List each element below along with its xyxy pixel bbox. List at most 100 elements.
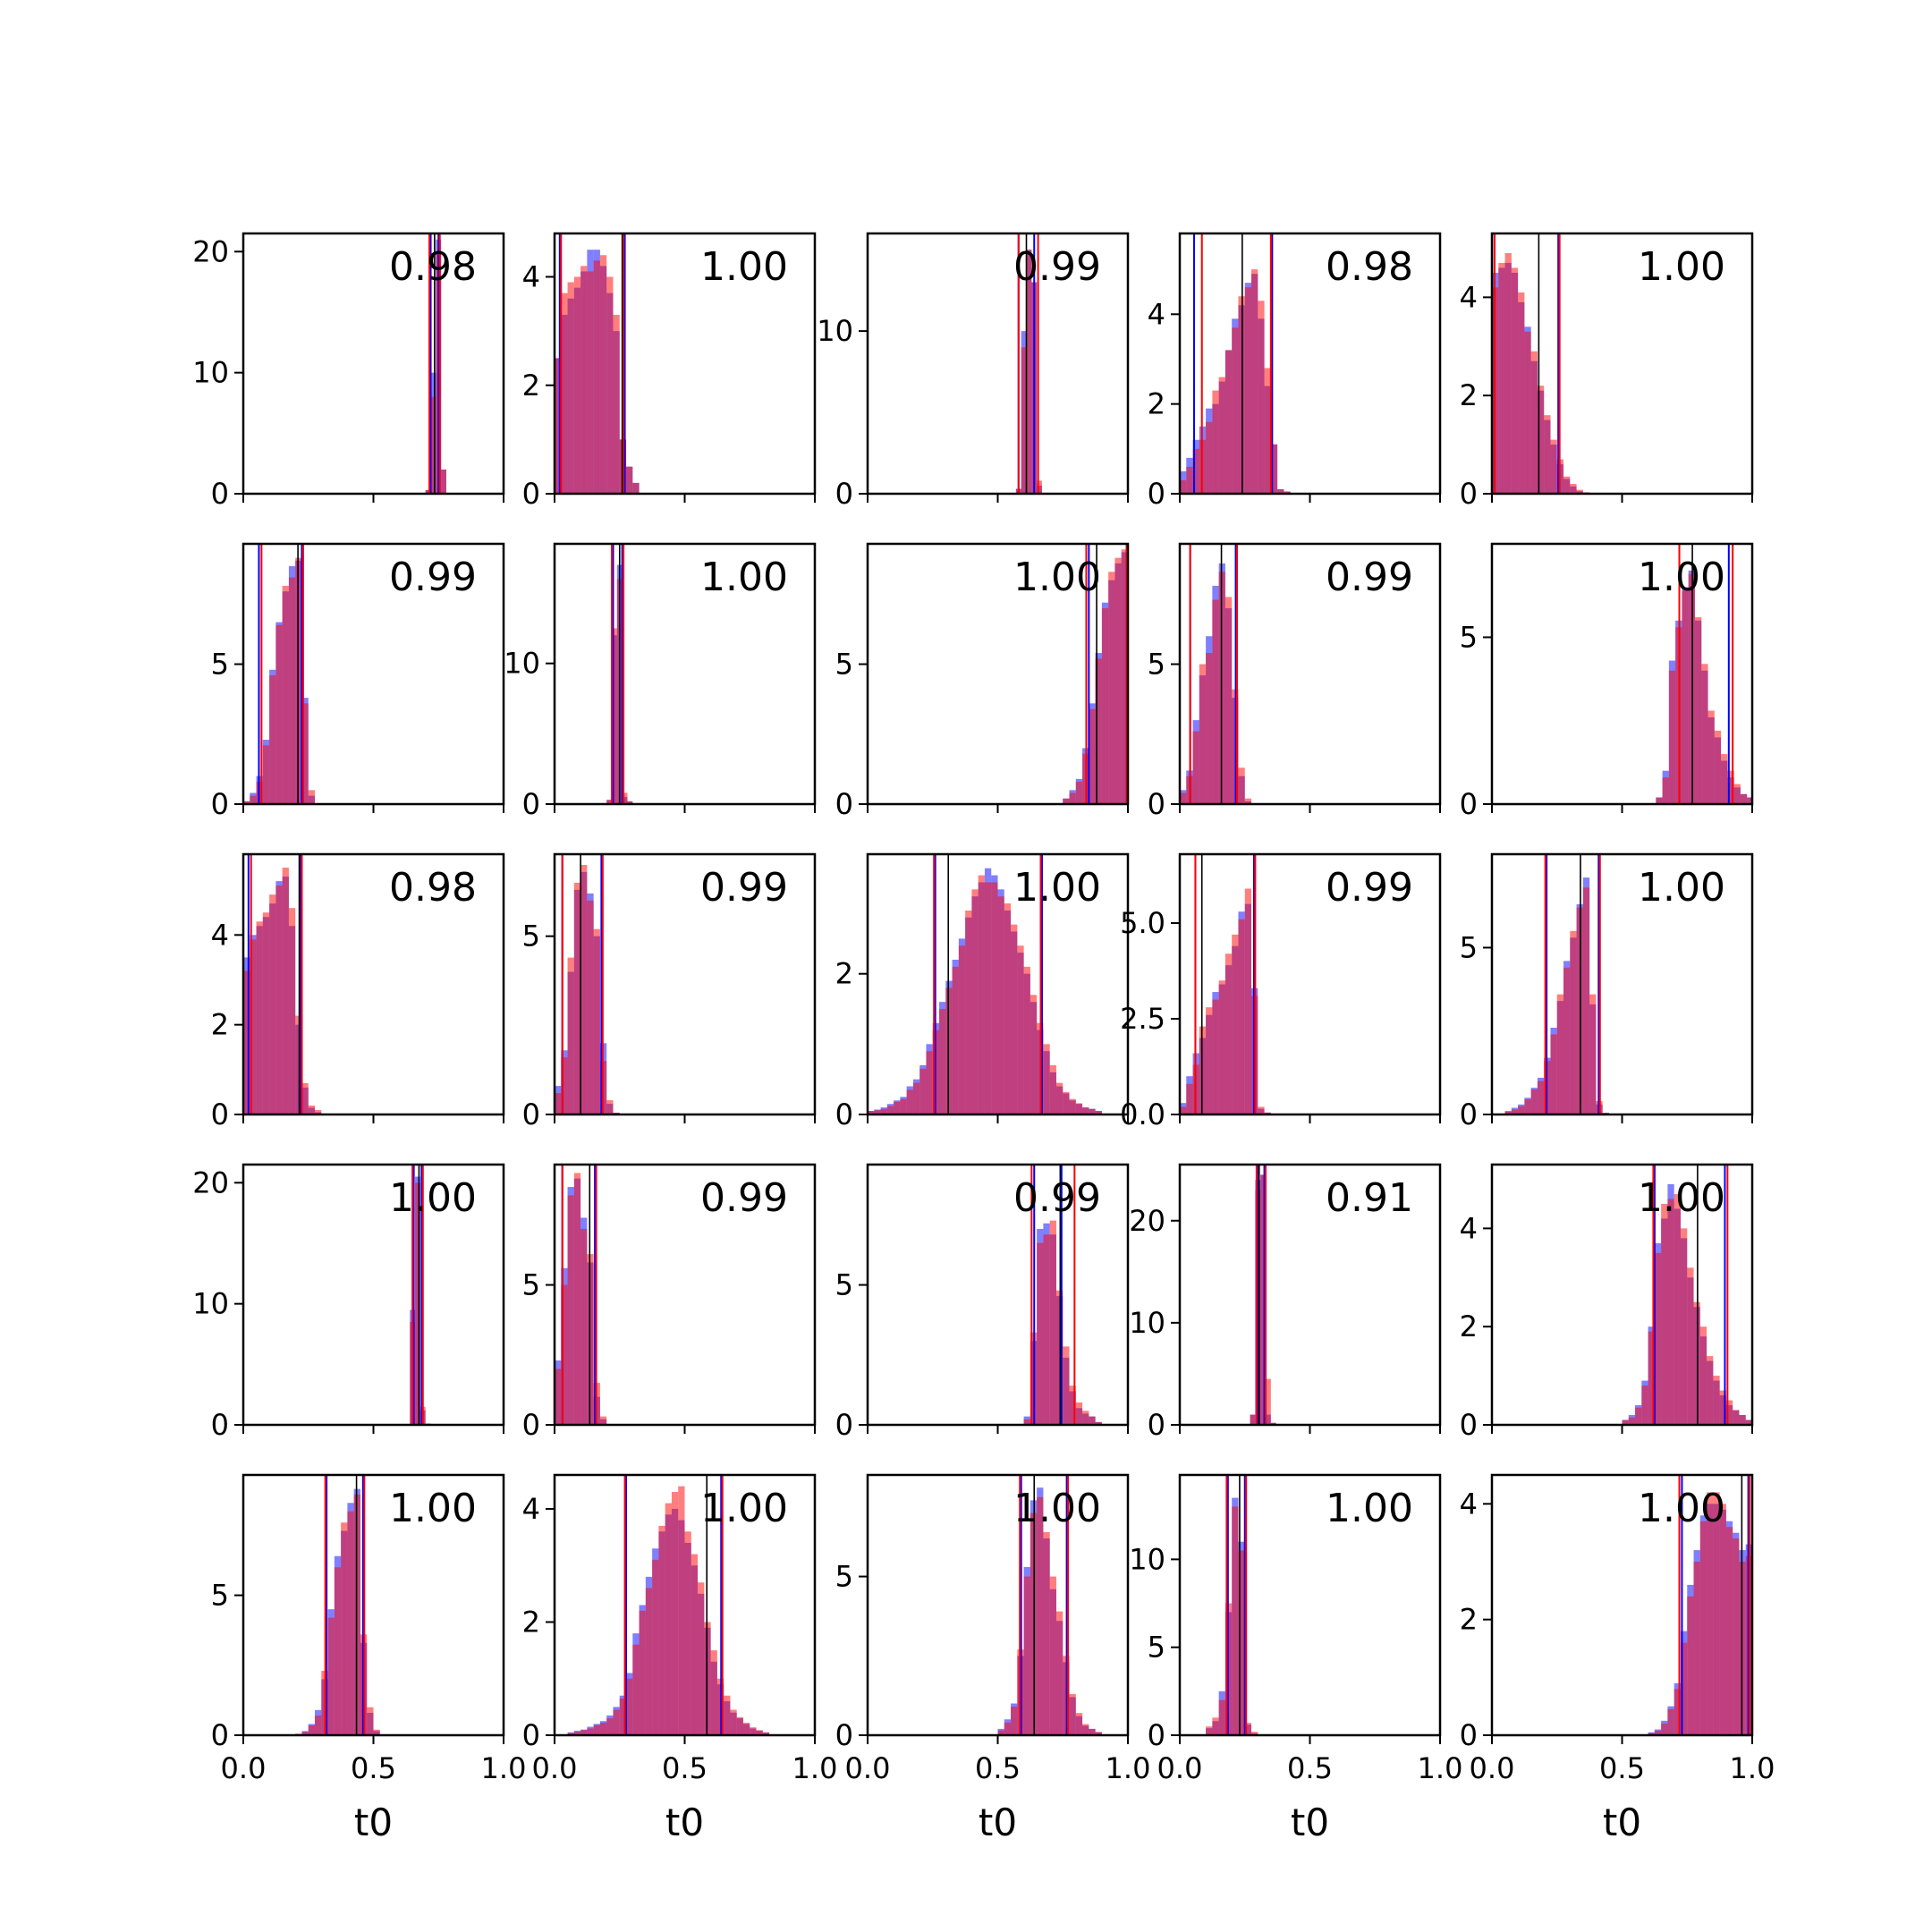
y-tick-label: 0 bbox=[1148, 477, 1165, 511]
y-tick-label: 4 bbox=[1460, 1211, 1478, 1245]
x-tick-label: 0.0 bbox=[1470, 1751, 1515, 1785]
red-hist-bar bbox=[965, 910, 972, 1114]
red-hist-bar bbox=[1725, 1400, 1733, 1425]
red-hist-bar bbox=[1055, 1611, 1063, 1735]
red-hist-bar bbox=[1687, 1267, 1694, 1425]
red-hist-bar bbox=[1719, 1390, 1726, 1425]
red-hist-bar bbox=[243, 801, 250, 804]
coverage-annotation: 1.00 bbox=[1326, 1486, 1413, 1531]
x-tick-label: 1.0 bbox=[1106, 1751, 1151, 1785]
red-hist-bar bbox=[1563, 476, 1571, 494]
red-hist-bar bbox=[971, 889, 979, 1114]
red-hist-bar bbox=[1224, 597, 1233, 804]
red-hist-bar bbox=[573, 1732, 581, 1735]
red-hist-bar bbox=[1037, 1496, 1044, 1735]
red-hist-bar bbox=[1747, 797, 1752, 804]
red-hist-bar bbox=[1224, 350, 1233, 494]
y-tick-label: 5.0 bbox=[1120, 906, 1165, 940]
y-tick-label: 0 bbox=[522, 1097, 540, 1131]
y-tick-label: 0 bbox=[522, 1408, 540, 1442]
plot-area bbox=[567, 1475, 770, 1735]
red-hist-bar bbox=[567, 1195, 574, 1425]
x-tick-label: 0.5 bbox=[351, 1751, 396, 1785]
coverage-annotation: 0.99 bbox=[700, 1175, 788, 1221]
coverage-annotation: 1.00 bbox=[1013, 1486, 1101, 1531]
red-hist-bar bbox=[1251, 269, 1258, 494]
red-hist-bar bbox=[1654, 1252, 1662, 1425]
panel-r3-c0: 0 10 20 1.00 bbox=[192, 1163, 505, 1442]
red-hist-bar bbox=[1687, 1596, 1694, 1735]
red-hist-bar bbox=[1693, 1562, 1700, 1735]
red-hist-bar bbox=[1114, 557, 1122, 804]
panel-r1-c2: 051.00 bbox=[835, 542, 1130, 821]
red-hist-bar bbox=[606, 800, 613, 804]
red-hist-bar bbox=[1063, 1346, 1070, 1425]
plot-area bbox=[1622, 1165, 1752, 1425]
panel-r1-c3: 050.99 bbox=[1148, 542, 1442, 821]
red-hist-bar bbox=[900, 1098, 907, 1114]
red-hist-bar bbox=[1075, 1402, 1083, 1425]
y-tick-label: 20 bbox=[192, 1165, 229, 1199]
red-hist-bar bbox=[1069, 1098, 1076, 1114]
red-hist-bar bbox=[984, 882, 992, 1114]
red-hist-bar bbox=[256, 921, 263, 1114]
red-hist-bar bbox=[1570, 484, 1577, 494]
red-hist-bar bbox=[1511, 267, 1519, 494]
x-tick-label: 0.5 bbox=[975, 1751, 1021, 1785]
y-tick-label: 2 bbox=[522, 369, 540, 402]
red-hist-bar bbox=[1023, 1576, 1030, 1735]
red-hist-bar bbox=[868, 1111, 875, 1114]
red-hist-bar bbox=[997, 896, 1004, 1114]
red-hist-bar bbox=[619, 1698, 627, 1735]
red-hist-bar bbox=[632, 1644, 640, 1735]
red-hist-bar bbox=[1648, 1331, 1655, 1425]
red-hist-bar bbox=[308, 1105, 316, 1114]
red-hist-bar bbox=[1264, 368, 1271, 494]
red-hist-bar bbox=[1218, 377, 1225, 494]
red-hist-bar bbox=[1707, 710, 1715, 804]
red-hist-bar bbox=[1043, 1044, 1050, 1114]
plot-area bbox=[1656, 544, 1752, 804]
red-hist-bar bbox=[580, 864, 588, 1114]
red-hist-bar bbox=[1504, 252, 1512, 494]
plot-area bbox=[555, 233, 640, 494]
coverage-annotation: 0.98 bbox=[389, 865, 477, 911]
red-hist-bar bbox=[1661, 1203, 1668, 1425]
red-hist-bar bbox=[997, 1730, 1004, 1735]
red-hist-bar bbox=[555, 358, 562, 494]
red-hist-bar bbox=[599, 1723, 607, 1735]
red-hist-bar bbox=[1707, 1356, 1714, 1425]
red-hist-bar bbox=[1063, 798, 1070, 804]
panel-r1-c4: 051.00 bbox=[1460, 542, 1754, 821]
red-hist-bar bbox=[1250, 1414, 1256, 1425]
panel-r2-c0: 0 2 4 0.98 bbox=[211, 852, 505, 1131]
y-tick-label: 5 bbox=[835, 1560, 853, 1594]
red-hist-bar bbox=[1043, 1531, 1050, 1735]
red-hist-bar bbox=[1582, 887, 1590, 1114]
red-hist-bar bbox=[262, 745, 270, 804]
red-hist-bar bbox=[593, 1724, 600, 1735]
red-hist-bar bbox=[430, 396, 436, 494]
red-hist-bar bbox=[1026, 250, 1032, 494]
red-hist-bar bbox=[626, 466, 633, 494]
red-hist-bar bbox=[301, 1082, 309, 1114]
y-tick-label: 4 bbox=[1148, 297, 1165, 331]
red-hist-bar bbox=[1713, 1492, 1720, 1735]
panel-r0-c0: 0 10 20 0.98 bbox=[192, 232, 505, 511]
red-hist-bar bbox=[1570, 930, 1577, 1114]
y-tick-label: 20 bbox=[192, 234, 229, 268]
red-hist-bar bbox=[269, 675, 276, 804]
panel-r3-c2: 050.99 bbox=[835, 1163, 1130, 1442]
red-hist-bar bbox=[1095, 1421, 1102, 1425]
red-hist-bar bbox=[1680, 1642, 1688, 1735]
red-hist-bar bbox=[756, 1730, 763, 1735]
x-tick-label: 1.0 bbox=[481, 1751, 527, 1785]
red-hist-bar bbox=[1069, 1385, 1076, 1425]
coverage-annotation: 1.00 bbox=[1638, 1175, 1725, 1221]
x-tick-label: 1.0 bbox=[1730, 1751, 1775, 1785]
plot-area bbox=[1504, 854, 1609, 1114]
red-hist-bar bbox=[1095, 1732, 1102, 1735]
panel-r3-c4: 0 2 4 1.00 bbox=[1460, 1163, 1754, 1442]
red-hist-bar bbox=[334, 1567, 342, 1735]
red-hist-bar bbox=[1244, 1723, 1252, 1735]
